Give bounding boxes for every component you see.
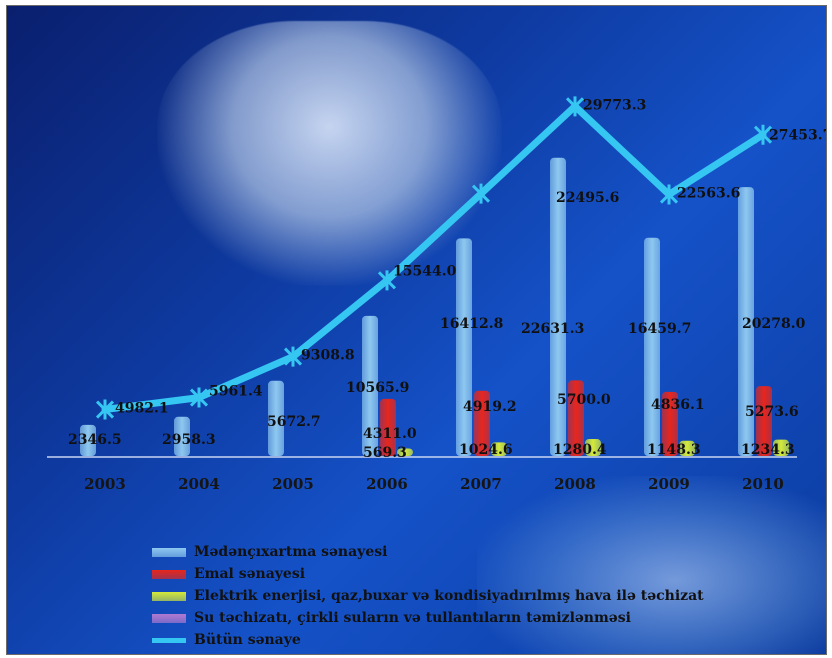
bar-1-2007 <box>474 390 490 456</box>
bar-1-2008 <box>568 380 584 456</box>
legend-label: Su təchizatı, çirkli suların və tullantı… <box>194 610 631 626</box>
x-tick-label: 2003 <box>84 475 126 493</box>
total-label: 29773.3 <box>583 97 646 113</box>
total-marker <box>471 183 491 204</box>
legend-item: Emal sənayesi <box>152 563 704 585</box>
bar-1-2010 <box>756 386 772 456</box>
bar-label-0: 22495.6 <box>556 190 619 206</box>
total-marker <box>377 270 397 291</box>
bar-2-2009 <box>679 440 695 456</box>
x-tick-label: 2007 <box>460 475 502 493</box>
bar-2-2006 <box>397 448 413 456</box>
total-marker <box>189 387 209 408</box>
refinery-photo <box>477 476 826 654</box>
power-substation-photo <box>157 21 502 286</box>
x-tick-label: 2008 <box>554 475 596 493</box>
bar-label-0: 20278.0 <box>742 316 806 332</box>
legend-label: Bütün sənaye <box>194 632 301 648</box>
bar-label-0: 5672.7 <box>267 414 321 430</box>
chart-legend: Mədənçıxartma sənayesi Emal sənayesi Elekt… <box>152 541 704 651</box>
total-label: 15544.0 <box>393 263 457 279</box>
legend-swatch <box>152 547 186 557</box>
x-tick-label: 2005 <box>272 475 314 493</box>
bar-label-2: 569.3 <box>363 445 407 461</box>
bar-0-2009 <box>644 237 660 456</box>
total-label: 4982.1 <box>115 401 169 417</box>
bar-label-0: 2958.3 <box>162 432 216 448</box>
bar-2-2007 <box>491 442 507 456</box>
chart-frame: 2003 2004 2005 2006 2007 2008 2009 2010 2346.5 29… <box>6 5 827 655</box>
bar-0-2005 <box>268 380 284 456</box>
total-marker <box>283 346 303 367</box>
bar-label-0: 16459.7 <box>628 321 691 337</box>
legend-swatch <box>152 613 186 623</box>
bar-0-2004 <box>174 416 190 456</box>
x-tick-label: 2004 <box>178 475 220 493</box>
bar-label-0: 10565.9 <box>346 380 409 396</box>
legend-item: Bütün sənaye <box>152 629 704 651</box>
legend-item: Su təchizatı, çirkli suların və tullantı… <box>152 607 704 629</box>
total-label: 22631.3 <box>521 321 584 337</box>
total-label: 5961.4 <box>209 384 263 400</box>
legend-label: Emal sənayesi <box>194 566 306 582</box>
total-marker <box>753 124 773 145</box>
bar-2-2010 <box>773 439 789 456</box>
legend-item: Elektrik enerjisi, qaz,buxar və kondisiy… <box>152 585 704 607</box>
legend-swatch <box>152 591 186 601</box>
bar-label-1: 4311.0 <box>363 426 417 442</box>
bar-label-1: 4836.1 <box>651 397 705 413</box>
x-tick-label: 2006 <box>366 475 408 493</box>
total-line <box>101 102 767 413</box>
total-label: 27453.7 <box>769 128 826 144</box>
total-label: 9308.8 <box>301 348 355 364</box>
bar-2-2008 <box>585 439 601 456</box>
industry-chart: 2003 2004 2005 2006 2007 2008 2009 2010 2346.5 29… <box>47 96 826 493</box>
legend-swatch <box>152 569 186 579</box>
total-label: 22563.6 <box>677 186 740 202</box>
bar-label-2: 1024.6 <box>459 442 513 458</box>
bar-0-2010 <box>738 187 754 457</box>
bar-0-2003 <box>80 424 96 456</box>
total-marker <box>565 96 585 117</box>
bar-label-2: 1148.3 <box>647 442 701 458</box>
bar-1-2009 <box>662 391 678 456</box>
x-tick-label: 2010 <box>742 475 784 493</box>
bar-label-1: 5700.0 <box>557 392 611 408</box>
bar-label-1: 4919.2 <box>463 399 517 415</box>
legend-swatch <box>152 637 186 643</box>
bar-0-2007 <box>456 238 472 456</box>
legend-label: Mədənçıxartma sənayesi <box>194 544 388 560</box>
total-marker <box>95 399 115 420</box>
bar-1-2006 <box>380 398 396 456</box>
bar-0-2006 <box>362 315 378 456</box>
bar-0-2008 <box>550 157 566 456</box>
bar-label-2: 1234.3 <box>741 442 795 458</box>
total-marker <box>659 184 679 205</box>
x-tick-label: 2009 <box>648 475 690 493</box>
legend-item: Mədənçıxartma sənayesi <box>152 541 704 563</box>
bar-label-0: 2346.5 <box>68 432 122 448</box>
bar-label-0: 16412.8 <box>440 316 503 332</box>
bar-label-2: 1280.4 <box>553 442 607 458</box>
bar-label-1: 5273.6 <box>745 404 799 420</box>
legend-label: Elektrik enerjisi, qaz,buxar və kondisiy… <box>194 588 704 604</box>
